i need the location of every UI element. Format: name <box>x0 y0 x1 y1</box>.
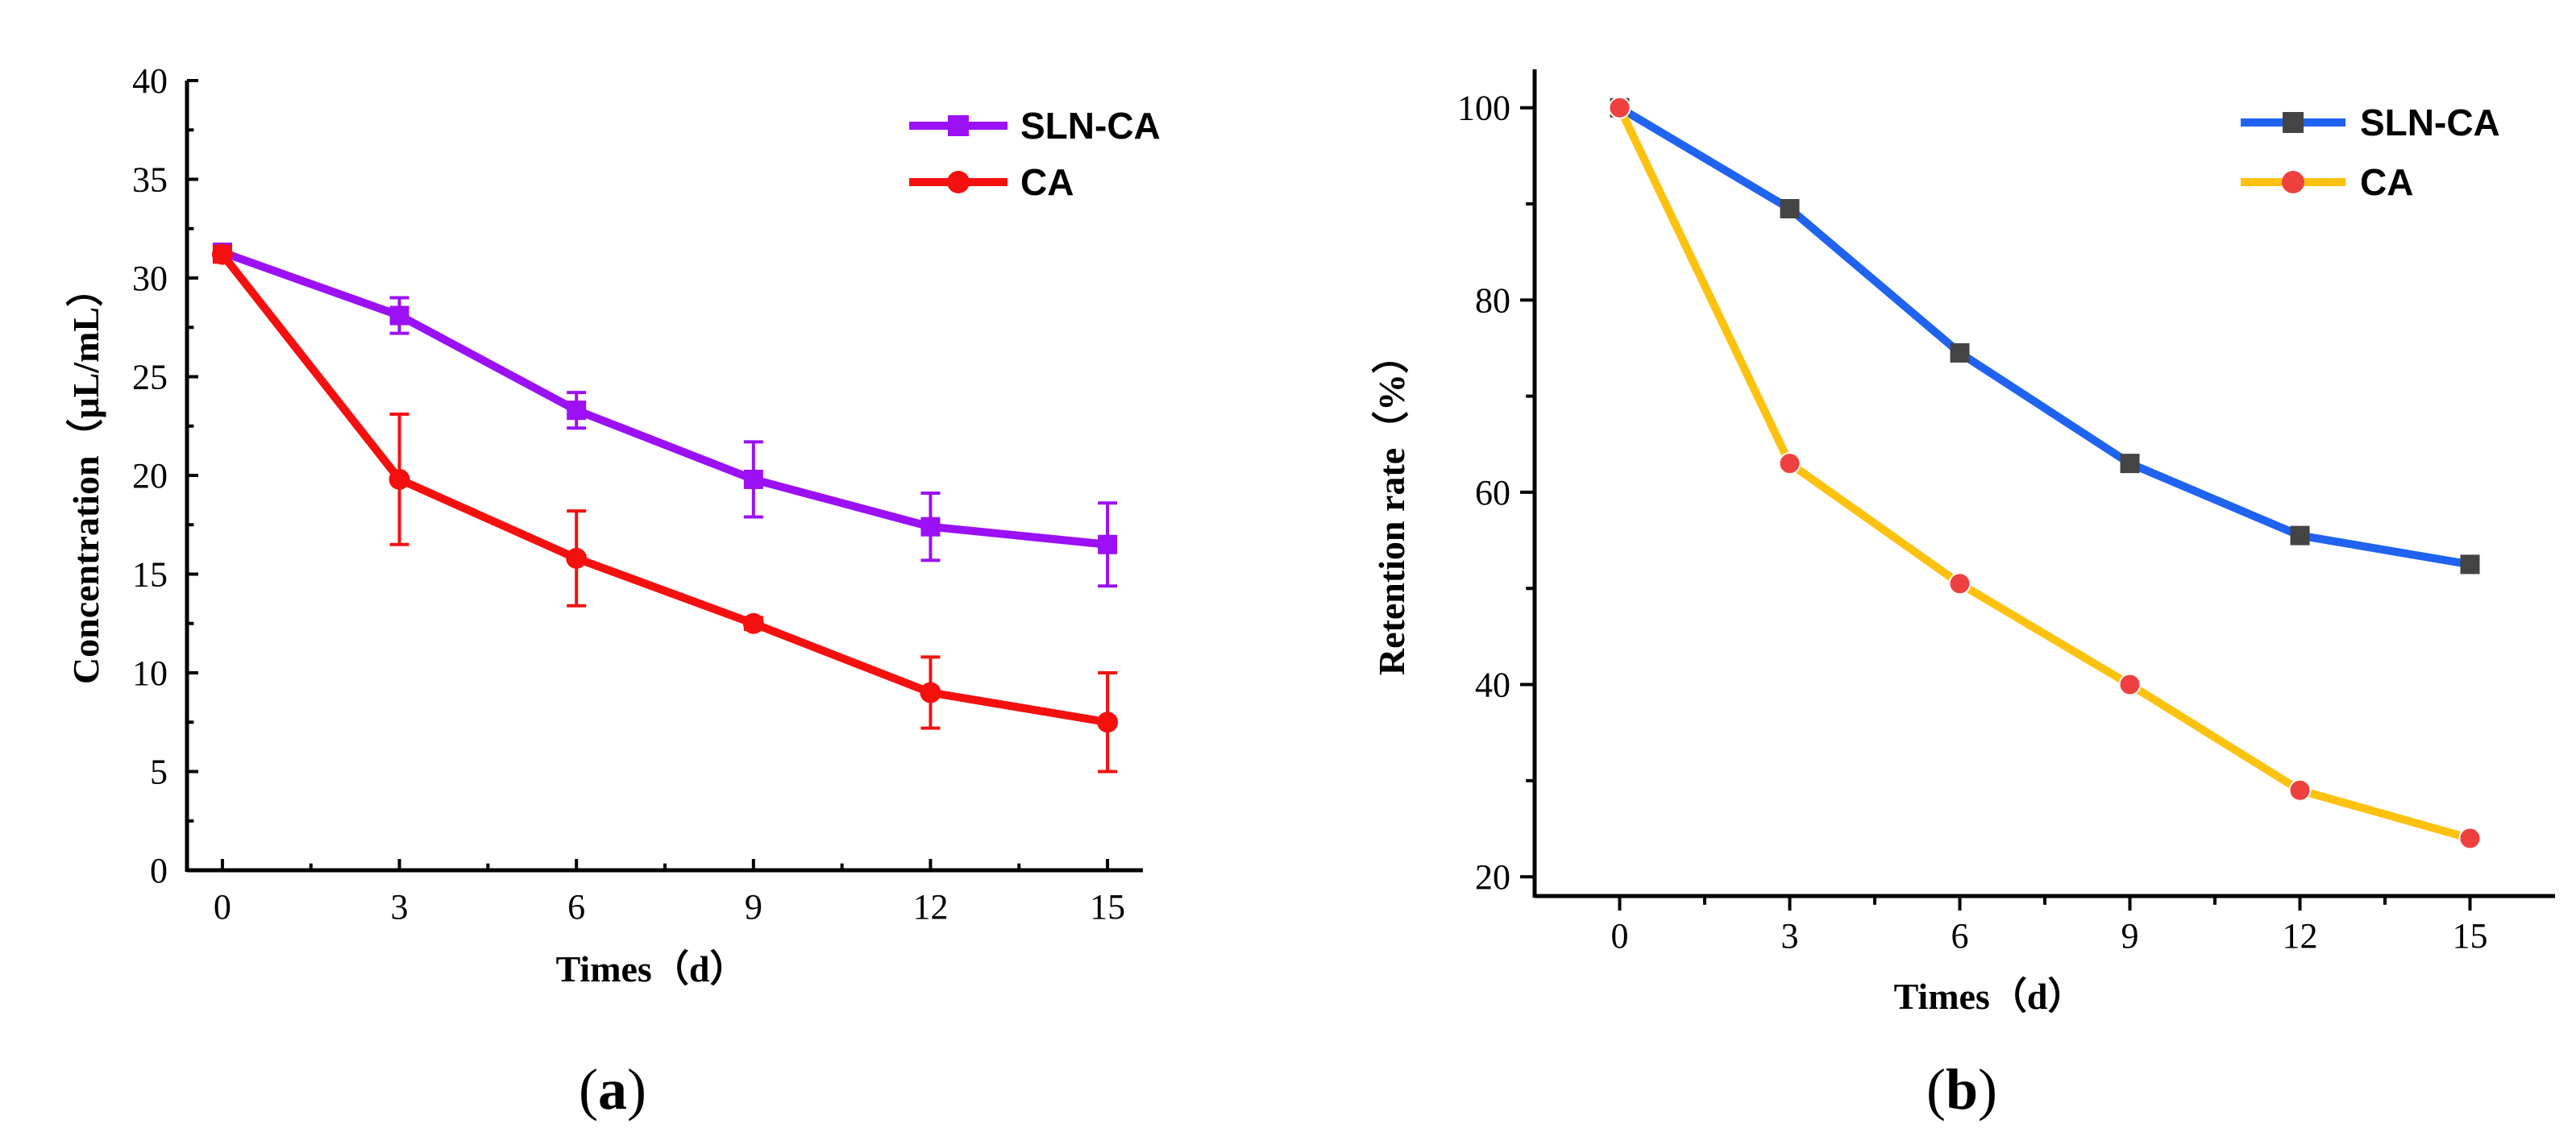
panel-a-y-tick-label: 25 <box>132 358 168 397</box>
panel-a-legend-marker-sln-ca <box>948 115 969 136</box>
panel-a-legend-label-ca: CA <box>1020 161 1074 203</box>
panel-a-y-tick-label: 0 <box>150 851 168 890</box>
panel-a-point-ca <box>742 612 764 634</box>
panel-b-point-ca <box>2458 827 2482 850</box>
panel-a-point-sln-ca <box>743 469 763 489</box>
panel-a-point-ca <box>1097 712 1119 733</box>
panel-a-label: (a) <box>579 1057 646 1122</box>
panel-a-x-tick-label: 15 <box>1090 887 1125 927</box>
panel-a-y-tick-label: 10 <box>132 653 168 693</box>
panel-a-point-ca <box>211 243 233 265</box>
panel-a-point-sln-ca <box>1098 534 1118 554</box>
panel-a: Concentration（μL/mL） Times（d） (a) SLN-CA… <box>65 61 1161 1122</box>
panel-a-point-ca <box>388 468 410 490</box>
panel-a-series-line-sln-ca <box>221 248 1108 549</box>
panel-b-point-ca <box>1948 572 1971 595</box>
panel-a-point-sln-ca <box>389 305 409 326</box>
panel-b-y-tick-label: 60 <box>1475 473 1510 512</box>
panel-b-ylabel: Retention rate（%） <box>1371 337 1412 675</box>
panel-a-point-ca <box>920 682 941 703</box>
panel-b-y-tick-label: 40 <box>1475 666 1510 705</box>
panel-b-xlabel: Times（d） <box>1894 976 2085 1017</box>
panel-a-x-tick-label: 9 <box>745 887 762 927</box>
panel-a-legend-label-sln-ca: SLN-CA <box>1020 105 1161 147</box>
panel-b-legend-entry-sln-ca: SLN-CA <box>2241 102 2500 143</box>
panel-a-y-tick-label: 5 <box>150 753 168 792</box>
panel-b-legend: SLN-CA CA <box>2241 102 2500 203</box>
panel-a-y-tick-label: 30 <box>132 259 168 298</box>
panel-a-x-tick-label: 6 <box>567 887 585 927</box>
panel-b-x-tick-label: 9 <box>2121 916 2139 956</box>
panel-a-ylabel: Concentration（μL/mL） <box>65 270 106 684</box>
panel-a-y-tick-label: 20 <box>132 456 168 496</box>
panel-b-x-tick-label: 15 <box>2453 916 2488 956</box>
panel-b-point-sln-ca <box>2290 525 2310 546</box>
panel-a-y-tick-label: 40 <box>132 61 168 101</box>
panel-b-series-line-ca <box>1615 106 2471 843</box>
panel-a-x-tick-label: 12 <box>912 887 948 927</box>
panel-a-series-line-ca <box>218 251 1108 727</box>
panel-b-point-ca <box>1778 452 1801 475</box>
panel-b-legend-entry-ca: CA <box>2241 161 2413 203</box>
panel-a-x-tick-label: 0 <box>214 887 231 927</box>
panel-b-point-ca <box>1608 96 1631 119</box>
panel-a-y-tick-label: 15 <box>132 555 168 595</box>
panel-b-point-sln-ca <box>2460 554 2480 575</box>
panel-b: Retention rate（%） Times（d） (b) SLN-CA CA… <box>1371 69 2555 1122</box>
panel-b-y-tick-label: 80 <box>1475 280 1510 320</box>
panel-a-point-sln-ca <box>920 517 941 537</box>
panel-a-legend-entry-sln-ca: SLN-CA <box>909 105 1161 147</box>
panel-a-y-tick-label: 35 <box>132 160 168 200</box>
panel-b-legend-label-ca: CA <box>2360 161 2413 203</box>
panel-b-x-tick-label: 0 <box>1611 916 1629 956</box>
panel-a-x-tick-label: 3 <box>391 887 409 927</box>
panel-b-y-tick-label: 20 <box>1475 857 1510 897</box>
panel-b-point-sln-ca <box>1950 342 1970 363</box>
panel-b-series-line-sln-ca <box>1617 104 2471 569</box>
panel-b-legend-marker-ca <box>2282 171 2304 193</box>
panel-b-point-ca <box>2118 673 2142 696</box>
panel-b-point-ca <box>2288 778 2312 802</box>
panel-b-y-tick-label: 100 <box>1457 89 1510 128</box>
panel-b-x-tick-label: 3 <box>1781 916 1799 956</box>
panel-a-point-ca <box>566 547 588 569</box>
panel-b-legend-marker-sln-ca <box>2283 112 2304 133</box>
panel-b-label: (b) <box>1926 1057 1997 1122</box>
panel-a-point-sln-ca <box>567 400 587 421</box>
panel-a-xlabel: Times（d） <box>556 948 747 990</box>
panel-b-x-tick-label: 6 <box>1951 916 1969 956</box>
panel-b-point-sln-ca <box>2120 454 2140 474</box>
panel-b-legend-label-sln-ca: SLN-CA <box>2360 102 2500 143</box>
panel-a-legend-marker-ca <box>947 171 970 193</box>
panel-a-legend: SLN-CA CA <box>909 105 1161 203</box>
panel-b-x-tick-label: 12 <box>2283 916 2318 956</box>
panel-b-point-sln-ca <box>1780 198 1800 218</box>
panel-a-legend-entry-ca: CA <box>909 161 1074 203</box>
